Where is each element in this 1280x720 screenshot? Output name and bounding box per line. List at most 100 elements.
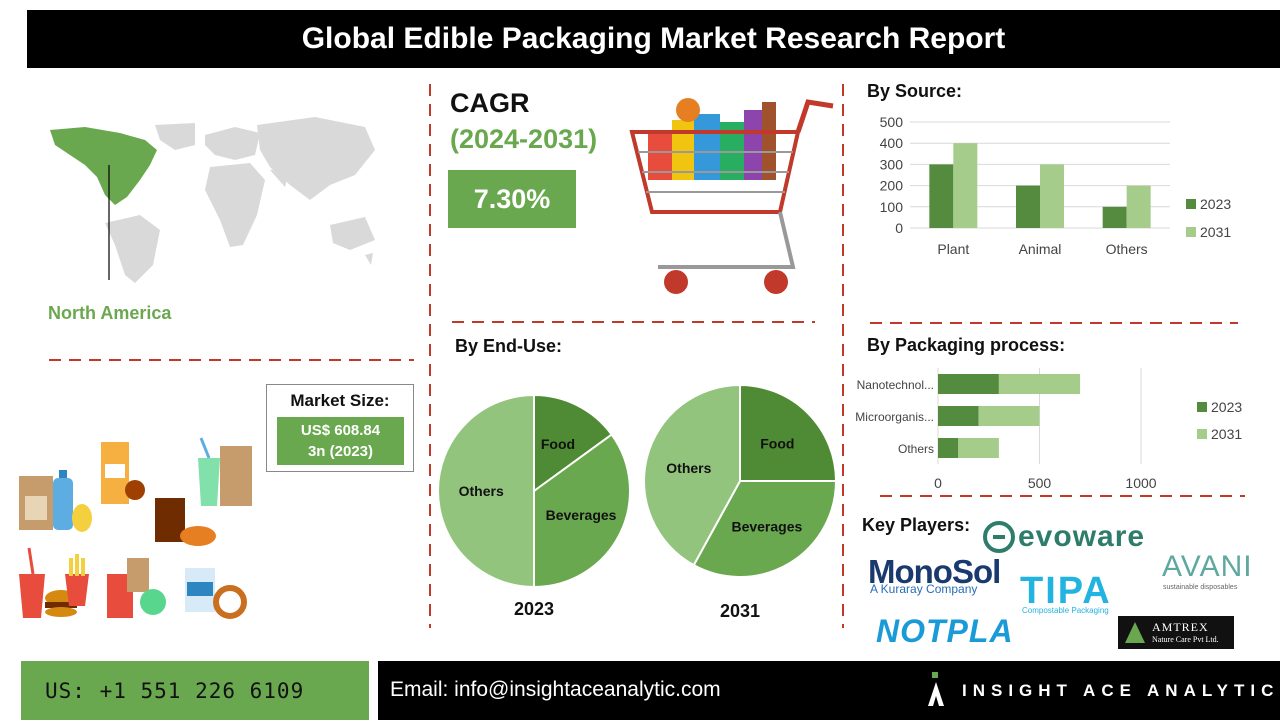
y-tick-label: 200: [880, 178, 904, 194]
y-tick-label: Nanotechnol...: [857, 378, 934, 392]
legend-swatch: [1197, 402, 1207, 412]
fries-icon: [65, 554, 89, 606]
bar-2031: [958, 438, 999, 458]
by-packaging-process-title: By Packaging process:: [867, 335, 1066, 355]
legend-swatch: [1186, 199, 1196, 209]
by-source-chart: 0 100 200 300 400 500 Plant Animal Others 2023 203…: [880, 114, 1232, 257]
cart-groceries: [648, 98, 776, 180]
bar-2023: [938, 406, 979, 426]
pie-label: Beverages: [546, 507, 617, 523]
x-tick-label: Plant: [937, 241, 969, 257]
avani-logo: AVANI: [1162, 550, 1253, 583]
drink-cup-icon: [107, 558, 149, 618]
pie-title: 2023: [514, 599, 554, 619]
amtrex-name: AMTREX: [1152, 620, 1209, 634]
amtrex-tagline: Nature Care Pvt Ltd.: [1152, 635, 1219, 644]
legend-swatch: [1197, 429, 1207, 439]
bar-2023: [929, 164, 954, 228]
bar-2031: [1126, 185, 1151, 228]
amtrex-logo: AMTREX Nature Care Pvt Ltd.: [1118, 616, 1234, 649]
cart-wheel-left: [664, 270, 688, 294]
key-players-title: Key Players:: [862, 515, 971, 535]
smoothie-cup-icon: [198, 437, 220, 506]
pie-label: Others: [459, 483, 504, 499]
y-tick-label: Microorganis...: [855, 410, 934, 424]
muffin-icon: [125, 480, 145, 500]
y-tick-label: 0: [895, 220, 903, 236]
water-bottle-icon: [53, 470, 73, 530]
pie-label: Food: [541, 436, 575, 452]
milk-carton-icon: [185, 568, 215, 612]
market-size-title: Market Size:: [290, 391, 390, 410]
x-tick-label: 500: [1028, 475, 1052, 491]
cagr-title: CAGR: [450, 88, 530, 118]
by-packaging-process-chart: 0 500 1000 Nanotechnol... Microorganis... Oth…: [855, 368, 1242, 491]
footer-contact-bar: [378, 661, 1280, 720]
notpla-logo: NOTPLA: [876, 613, 1014, 649]
cagr-value: 7.30%: [448, 170, 576, 228]
pie-title: 2031: [720, 601, 760, 621]
x-tick-label: 0: [934, 475, 942, 491]
avani-tagline: sustainable disposables: [1163, 584, 1238, 591]
y-tick-label: Others: [898, 442, 934, 456]
market-size-value-line1: US$ 608.84: [300, 422, 381, 439]
evoware-logo: evoware: [1018, 520, 1146, 553]
by-end-use-title: By End-Use:: [455, 336, 563, 356]
bar-2031: [998, 374, 1081, 394]
paper-bag-icon: [220, 446, 252, 506]
cagr-years: (2024-2031): [450, 124, 598, 154]
pretzel-icon: [213, 585, 247, 619]
soda-cup-icon: [19, 547, 45, 618]
y-tick-label: 400: [880, 135, 904, 151]
monosol-tagline: A Kuraray Company: [870, 582, 978, 596]
brand-logo-icon: [928, 672, 944, 706]
brand-name: INSIGHT ACE ANALYTIC: [962, 681, 1280, 700]
croissant-icon: [180, 526, 216, 546]
bar-2023: [938, 438, 959, 458]
bar-2023: [1016, 185, 1040, 228]
shopping-cart-icon: [629, 98, 834, 294]
bar-2023: [1102, 206, 1127, 228]
juice-box-icon: [101, 442, 129, 504]
end-use-pie-2023: Food Beverages Others 2023: [437, 393, 631, 619]
legend-label: 2023: [1211, 399, 1242, 415]
footer-email[interactable]: Email: info@insightaceanalytic.com: [390, 678, 721, 701]
tipa-logo: TIPA: [1020, 570, 1112, 612]
y-tick-label: 100: [880, 199, 904, 215]
north-america-highlight: [50, 127, 157, 205]
region-label: North America: [48, 303, 172, 323]
food-illustrations: [19, 437, 252, 619]
world-map: [50, 117, 375, 283]
evoware-logo-icon: [983, 521, 1015, 553]
pie-slice-beverages: [692, 480, 838, 578]
map-continents: [105, 117, 375, 283]
y-tick-label: 500: [880, 114, 904, 130]
by-source-title: By Source:: [867, 81, 963, 101]
cart-grid: [638, 151, 793, 193]
legend-swatch: [1186, 227, 1196, 237]
end-use-pie-2031: Food Beverages Others 2031: [643, 383, 838, 621]
pie-slice-food: [533, 393, 614, 493]
market-size-value: US$ 608.84 3n (2023): [277, 417, 404, 465]
pear-icon: [72, 504, 92, 532]
report-title: Global Edible Packaging Market Research …: [27, 10, 1280, 68]
cart-wheel-right: [764, 270, 788, 294]
pie-slice-beverages: [533, 433, 631, 589]
bar-2031: [1040, 164, 1064, 228]
coffee-cup-icon: [155, 498, 185, 542]
pie-label: Food: [760, 436, 794, 452]
pie-slice-others: [437, 393, 535, 589]
pie-label: Beverages: [731, 518, 802, 534]
pie-slice-food: [739, 383, 838, 482]
x-tick-label: Animal: [1019, 241, 1062, 257]
legend-label: 2031: [1200, 224, 1231, 240]
market-size-box: Market Size: US$ 608.84 3n (2023): [266, 384, 414, 472]
footer-phone[interactable]: US: +1 551 226 6109: [21, 661, 369, 720]
apple-icon: [140, 589, 166, 615]
x-tick-label: 1000: [1125, 475, 1156, 491]
pie-label: Others: [666, 460, 711, 476]
market-size-value-line2: 3n (2023): [307, 443, 374, 460]
pie-slice-others: [643, 383, 741, 567]
cart-frame: [658, 211, 796, 269]
